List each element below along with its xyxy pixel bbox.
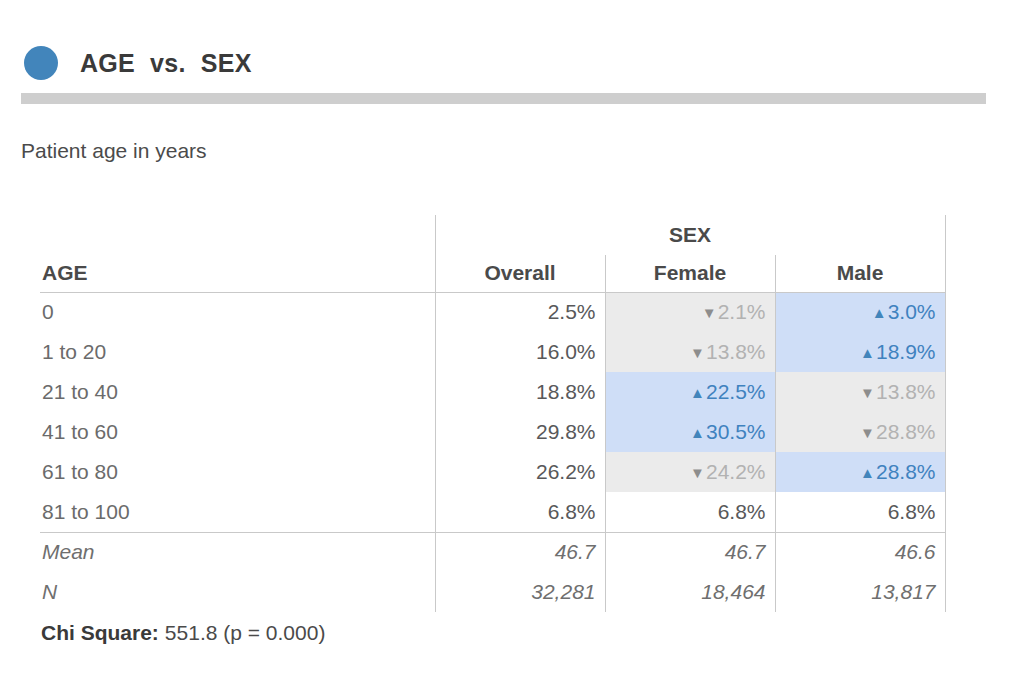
table-row: 81 to 100 6.8% 6.8% 6.8%: [40, 492, 945, 532]
female-mean-cell: 46.7: [605, 532, 775, 572]
male-cell: ▼13.8%: [775, 372, 945, 412]
chi-square-value: 551.8 (p = 0.000): [165, 621, 326, 644]
table-row: 1 to 20 16.0% ▼13.8% ▲18.9%: [40, 332, 945, 372]
male-n-cell: 13,817: [775, 572, 945, 612]
female-cell: ▲30.5%: [605, 412, 775, 452]
overall-column-header: Overall: [435, 255, 605, 292]
female-cell: ▼2.1%: [605, 292, 775, 332]
section-divider: [21, 93, 986, 104]
up-arrow-icon: ▲: [690, 384, 705, 401]
title-connector: vs.: [150, 49, 186, 78]
n-row: N 32,281 18,464 13,817: [40, 572, 945, 612]
overall-cell: 16.0%: [435, 332, 605, 372]
table-row: 61 to 80 26.2% ▼24.2% ▲28.8%: [40, 452, 945, 492]
up-arrow-icon: ▲: [872, 304, 887, 321]
chi-square-line: Chi Square: 551.8 (p = 0.000): [41, 621, 1018, 645]
row-label: 61 to 80: [40, 452, 435, 492]
mean-row: Mean 46.7 46.7 46.6: [40, 532, 945, 572]
page-title: AGE vs. SEX: [80, 49, 252, 78]
overall-cell: 18.8%: [435, 372, 605, 412]
female-n-cell: 18,464: [605, 572, 775, 612]
overall-n-cell: 32,281: [435, 572, 605, 612]
male-cell: ▲18.9%: [775, 332, 945, 372]
variable-description: Patient age in years: [21, 139, 1018, 163]
female-cell: ▲22.5%: [605, 372, 775, 412]
down-arrow-icon: ▼: [702, 304, 717, 321]
up-arrow-icon: ▲: [690, 424, 705, 441]
row-label: 41 to 60: [40, 412, 435, 452]
row-label: 0: [40, 292, 435, 332]
male-column-header: Male: [775, 255, 945, 292]
male-cell: 6.8%: [775, 492, 945, 532]
female-column-header: Female: [605, 255, 775, 292]
down-arrow-icon: ▼: [690, 344, 705, 361]
female-cell: ▼24.2%: [605, 452, 775, 492]
female-cell: ▼13.8%: [605, 332, 775, 372]
female-cell: 6.8%: [605, 492, 775, 532]
column-header-row: AGE Overall Female Male: [40, 255, 945, 292]
column-group-row: SEX: [40, 215, 945, 255]
male-mean-cell: 46.6: [775, 532, 945, 572]
title-variable-2: SEX: [201, 49, 252, 78]
down-arrow-icon: ▼: [860, 384, 875, 401]
male-cell: ▲28.8%: [775, 452, 945, 492]
title-variable-1: AGE: [80, 49, 135, 78]
up-arrow-icon: ▲: [860, 344, 875, 361]
overall-cell: 26.2%: [435, 452, 605, 492]
row-label: 21 to 40: [40, 372, 435, 412]
row-dimension-header: AGE: [40, 255, 435, 292]
group-spacer: [40, 215, 435, 255]
bullet-circle-icon: [24, 46, 58, 80]
table-row: 41 to 60 29.8% ▲30.5% ▼28.8%: [40, 412, 945, 452]
overall-cell: 29.8%: [435, 412, 605, 452]
table-row: 0 2.5% ▼2.1% ▲3.0%: [40, 292, 945, 332]
row-label: 1 to 20: [40, 332, 435, 372]
chi-square-label: Chi Square:: [41, 621, 159, 644]
up-arrow-icon: ▲: [860, 464, 875, 481]
row-label: 81 to 100: [40, 492, 435, 532]
male-cell: ▲3.0%: [775, 292, 945, 332]
report-header: AGE vs. SEX: [0, 0, 1018, 80]
column-group-header: SEX: [435, 215, 945, 255]
overall-cell: 6.8%: [435, 492, 605, 532]
summary-row-label: Mean: [40, 532, 435, 572]
crosstab-table: SEX AGE Overall Female Male 0 2.5% ▼2.1%…: [40, 215, 946, 612]
down-arrow-icon: ▼: [690, 464, 705, 481]
male-cell: ▼28.8%: [775, 412, 945, 452]
overall-cell: 2.5%: [435, 292, 605, 332]
summary-row-label: N: [40, 572, 435, 612]
overall-mean-cell: 46.7: [435, 532, 605, 572]
table-row: 21 to 40 18.8% ▲22.5% ▼13.8%: [40, 372, 945, 412]
down-arrow-icon: ▼: [860, 424, 875, 441]
